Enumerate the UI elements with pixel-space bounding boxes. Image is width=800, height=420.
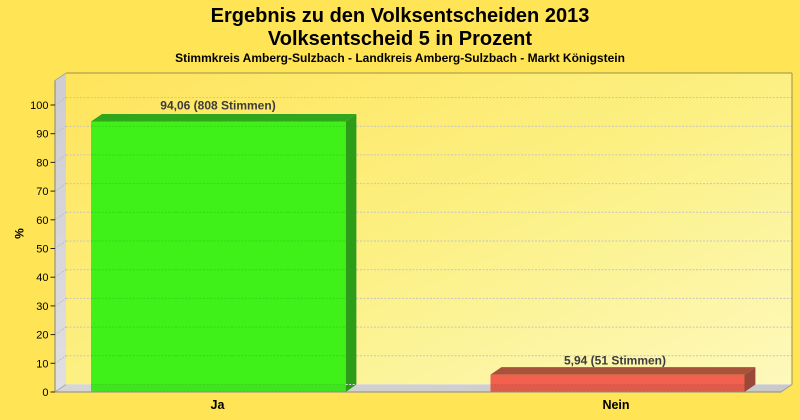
svg-text:30: 30 <box>36 301 48 313</box>
svg-text:50: 50 <box>36 244 48 256</box>
svg-text:Ergebnis zu den Volksentscheid: Ergebnis zu den Volksentscheiden 2013 <box>211 5 590 27</box>
svg-text:10: 10 <box>36 358 48 370</box>
svg-text:100: 100 <box>30 100 48 112</box>
svg-text:80: 80 <box>36 157 48 169</box>
svg-text:0: 0 <box>42 387 48 399</box>
svg-text:60: 60 <box>36 215 48 227</box>
svg-text:20: 20 <box>36 330 48 342</box>
svg-text:5,94 (51 Stimmen): 5,94 (51 Stimmen) <box>564 354 666 368</box>
svg-text:94,06 (808 Stimmen): 94,06 (808 Stimmen) <box>160 99 275 113</box>
svg-text:Volksentscheid 5 in Prozent: Volksentscheid 5 in Prozent <box>268 28 532 50</box>
svg-text:70: 70 <box>36 186 48 198</box>
svg-text:90: 90 <box>36 129 48 141</box>
svg-text:Stimmkreis Amberg-Sulzbach - L: Stimmkreis Amberg-Sulzbach - Landkreis A… <box>175 51 625 65</box>
svg-text:Nein: Nein <box>602 398 629 412</box>
svg-text:Ja: Ja <box>211 398 226 412</box>
svg-text:40: 40 <box>36 272 48 284</box>
svg-text:%: % <box>13 228 27 239</box>
